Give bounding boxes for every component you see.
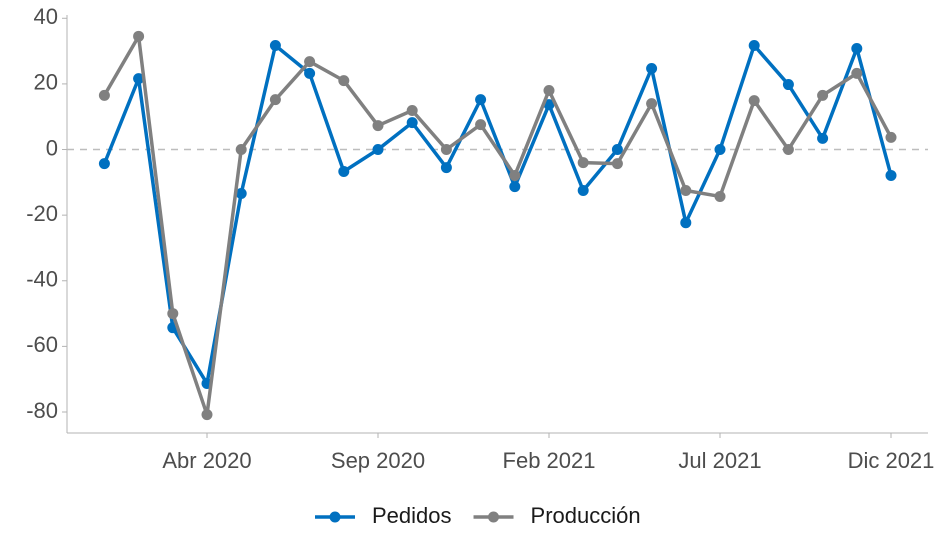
data-point [440, 162, 452, 174]
data-point [611, 158, 623, 170]
data-point [269, 94, 281, 106]
y-tick-label: 40 [34, 4, 58, 29]
data-point [782, 79, 794, 91]
x-tick-label: Jul 2021 [678, 448, 761, 473]
data-point [98, 89, 110, 101]
data-point [885, 169, 897, 181]
data-point [98, 158, 110, 170]
y-tick-label: -60 [26, 332, 58, 357]
legend-label: Producción [531, 503, 641, 528]
data-point [269, 40, 281, 52]
data-point [646, 98, 658, 110]
data-point [406, 117, 418, 129]
data-point [235, 144, 247, 156]
legend-marker [329, 511, 341, 523]
data-point [714, 144, 726, 156]
data-point [680, 185, 692, 197]
data-point [577, 185, 589, 197]
legend-marker [488, 511, 500, 523]
data-point [748, 40, 760, 52]
x-tick-label: Feb 2021 [503, 448, 596, 473]
data-point [406, 104, 418, 116]
x-tick-label: Dic 2021 [848, 448, 935, 473]
data-point [372, 144, 384, 156]
data-point [201, 409, 213, 421]
data-point [304, 67, 316, 79]
legend-label: Pedidos [372, 503, 452, 528]
data-point [748, 95, 760, 107]
y-tick-label: -80 [26, 398, 58, 423]
y-tick-label: -40 [26, 267, 58, 292]
data-point [646, 62, 658, 74]
y-tick-label: -20 [26, 201, 58, 226]
data-point [577, 157, 589, 169]
series-line [102, 43, 893, 386]
y-tick-label: 20 [34, 70, 58, 95]
x-tick-label: Sep 2020 [331, 448, 425, 473]
series-line [102, 34, 893, 417]
y-tick-label: 0 [46, 135, 58, 160]
data-point [885, 131, 897, 143]
data-point [851, 42, 863, 54]
data-point [782, 144, 794, 156]
legend: Pedidos Producción [315, 503, 641, 528]
data-point [167, 308, 179, 320]
data-point [543, 84, 555, 96]
data-point [817, 132, 829, 144]
data-point [133, 73, 145, 85]
data-point [509, 181, 521, 193]
data-point [372, 120, 384, 132]
data-point [475, 94, 487, 106]
data-point [817, 89, 829, 101]
data-point [611, 144, 623, 156]
data-point [440, 144, 452, 156]
data-point [714, 190, 726, 202]
data-point [509, 169, 521, 181]
data-point [851, 67, 863, 79]
data-point [133, 30, 145, 42]
data-point [680, 217, 692, 229]
data-point [475, 119, 487, 131]
x-tick-label: Abr 2020 [162, 448, 251, 473]
data-point [338, 166, 350, 178]
data-point [304, 56, 316, 68]
data-point [235, 187, 247, 199]
data-point [338, 75, 350, 87]
